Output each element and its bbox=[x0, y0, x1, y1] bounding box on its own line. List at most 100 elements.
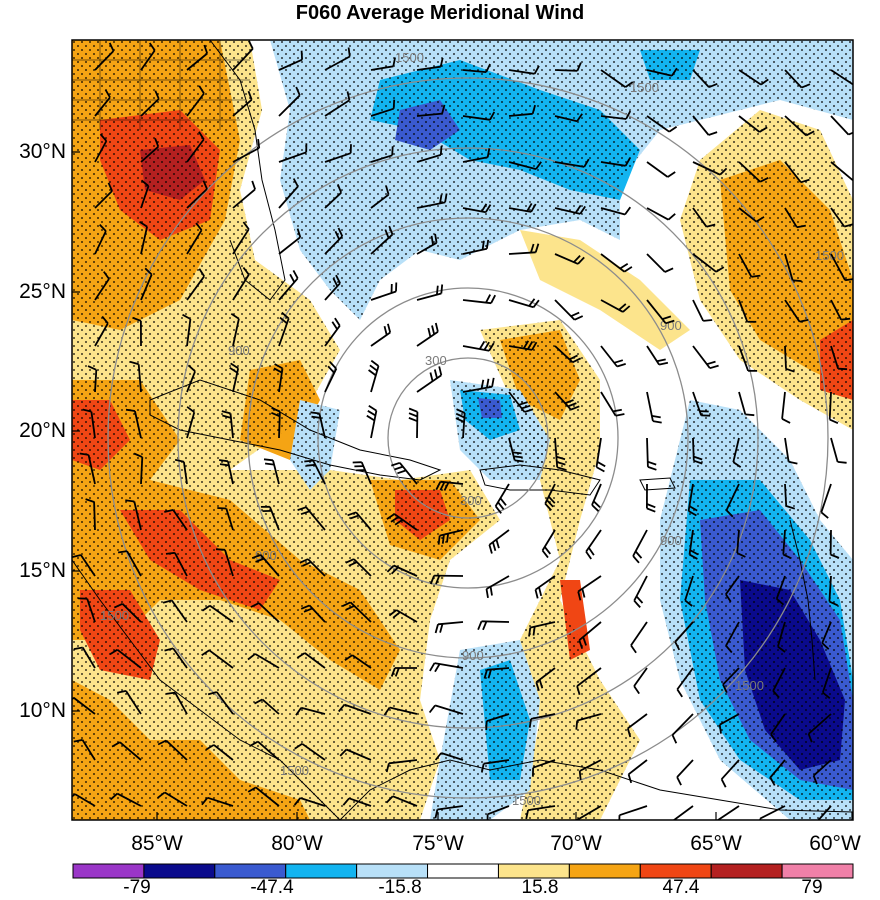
ring-label-1500c: 1500 bbox=[815, 248, 844, 263]
wind-barb-feather bbox=[671, 822, 673, 831]
wind-barb-shaft bbox=[208, 649, 234, 669]
wind-barb-feather bbox=[574, 204, 582, 214]
wind-barb-shaft bbox=[738, 253, 753, 278]
wind-barb-feather bbox=[578, 770, 582, 781]
wind-barb-feather bbox=[616, 363, 626, 368]
wind-barb-shaft bbox=[769, 759, 786, 779]
wind-barb-shaft bbox=[784, 161, 802, 183]
wind-barb-feather bbox=[221, 410, 231, 415]
wind-barb-shaft bbox=[224, 549, 234, 577]
wind-barb-shaft bbox=[812, 759, 832, 777]
wind-barb-shaft bbox=[781, 391, 786, 419]
wind-barb-feather bbox=[249, 740, 259, 747]
colorbar-swatch bbox=[497, 863, 570, 879]
wind-barb-shaft bbox=[278, 151, 307, 163]
wind-barb-shaft bbox=[483, 759, 510, 765]
wind-barb-feather bbox=[856, 81, 863, 86]
wind-barb-shaft bbox=[738, 161, 761, 183]
wind-barb-feather bbox=[300, 510, 310, 516]
wind-barb-shaft bbox=[732, 437, 740, 463]
wind-barb-shaft bbox=[646, 253, 666, 273]
wind-barb-shaft bbox=[81, 647, 96, 669]
wind-barb-feather bbox=[488, 342, 495, 352]
wind-barb-shaft bbox=[784, 483, 788, 507]
wind-barb-shaft bbox=[172, 647, 188, 669]
wind-barb-feather bbox=[439, 623, 444, 633]
wind-barb-shaft bbox=[80, 554, 96, 577]
wind-barb-feather bbox=[251, 180, 256, 190]
wind-barb-feather bbox=[384, 229, 390, 239]
wind-barb-shaft bbox=[164, 791, 188, 807]
wind-barb-shaft bbox=[772, 667, 786, 692]
ring-label-900d: 900 bbox=[462, 648, 484, 663]
wind-barb-shaft bbox=[126, 550, 142, 577]
wind-barb-feather bbox=[573, 254, 581, 263]
wind-barb-feather bbox=[548, 495, 556, 504]
wind-barb-feather bbox=[532, 626, 536, 636]
wind-barb-shaft bbox=[116, 792, 142, 807]
wind-barb-feather bbox=[255, 557, 265, 563]
colorbar-swatch bbox=[214, 863, 287, 879]
wind-barb-feather bbox=[133, 452, 143, 458]
wind-barb-shaft bbox=[87, 454, 96, 485]
wind-barb-shaft bbox=[462, 69, 487, 73]
wind-barb-shaft bbox=[676, 667, 694, 690]
wind-barb-shaft bbox=[646, 161, 669, 178]
wind-barb-feather bbox=[485, 63, 491, 73]
wind-barb-feather bbox=[716, 822, 718, 831]
wind-barb-feather bbox=[82, 408, 92, 413]
wind-barb-shaft bbox=[554, 115, 578, 123]
wind-barb-feather bbox=[796, 224, 806, 229]
wind-barb-feather bbox=[339, 748, 348, 757]
lat-label-10n: 10°N bbox=[19, 699, 66, 722]
wind-barb-feather bbox=[706, 360, 716, 366]
wind-barb-feather bbox=[665, 319, 675, 325]
wind-barb-shaft bbox=[692, 161, 721, 176]
wind-barb-feather bbox=[201, 649, 210, 656]
wind-barb-shaft bbox=[830, 207, 846, 228]
wind-barb-feather bbox=[434, 809, 439, 819]
wind-barb-feather bbox=[331, 321, 338, 330]
wind-barb-feather bbox=[688, 510, 697, 517]
wind-barb-feather bbox=[664, 267, 674, 273]
wind-barb-feather bbox=[434, 663, 441, 673]
wind-barb-shaft bbox=[619, 805, 648, 817]
wind-barb-feather bbox=[485, 721, 488, 731]
wind-barb-feather bbox=[619, 262, 629, 270]
wind-barb-feather bbox=[647, 466, 657, 471]
wind-barb-feather bbox=[837, 461, 847, 464]
wind-barb-feather bbox=[792, 279, 802, 282]
wind-barb-feather bbox=[154, 90, 160, 100]
wind-barb-shaft bbox=[554, 161, 585, 168]
ring-label-900c: 900 bbox=[660, 533, 682, 548]
colorbar-swatch bbox=[72, 863, 145, 879]
wind-barb-feather bbox=[157, 739, 167, 746]
wind-barb-shaft bbox=[576, 805, 602, 820]
wind-barb-shaft bbox=[508, 161, 537, 170]
wind-barb-feather bbox=[79, 452, 89, 456]
wind-barb-feather bbox=[139, 220, 148, 228]
wind-barb-shaft bbox=[232, 48, 254, 71]
wind-barb-feather bbox=[612, 408, 622, 413]
wind-barb-feather bbox=[297, 506, 307, 511]
wind-barb-feather bbox=[203, 44, 209, 54]
wind-barb-shaft bbox=[186, 411, 196, 439]
wind-barb-feather bbox=[592, 500, 601, 509]
wind-barb-feather bbox=[777, 645, 786, 653]
wind-barb-shaft bbox=[554, 69, 578, 72]
wind-barb-feather bbox=[821, 642, 830, 650]
wind-barb-feather bbox=[383, 325, 388, 336]
wind-barb-feather bbox=[302, 561, 312, 567]
wind-barb-feather bbox=[829, 418, 839, 425]
wind-barb-feather bbox=[391, 146, 394, 156]
wind-barb-feather bbox=[242, 266, 250, 276]
wind-barb-shaft bbox=[817, 805, 832, 820]
wind-barb-feather bbox=[841, 317, 851, 321]
lat-label-25n: 25°N bbox=[19, 280, 66, 303]
wind-barb-feather bbox=[107, 182, 113, 192]
wind-barb-shaft bbox=[828, 391, 832, 420]
wind-barb-feather bbox=[591, 504, 600, 512]
wind-barb-feather bbox=[708, 82, 718, 89]
wind-barb-shaft bbox=[81, 739, 96, 761]
wind-barb-feather bbox=[480, 763, 485, 773]
